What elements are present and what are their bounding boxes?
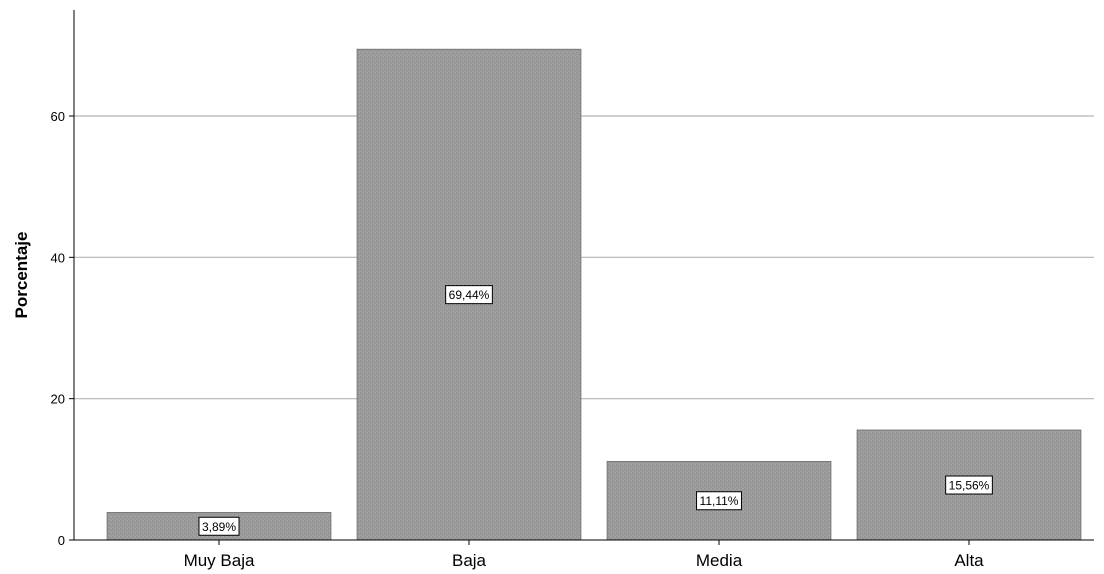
axes [69,10,1094,545]
data-labels: 3,89% 69,44% 11,11% 15,56% [198,285,993,536]
y-tick-label: 40 [51,250,65,265]
data-label: 15,56% [945,475,993,495]
data-label-text: 15,56% [949,479,990,493]
y-tick-label: 0 [58,533,65,548]
bars [106,48,1082,541]
data-label-box [198,516,240,536]
data-label-box [945,475,993,495]
x-category-label: Muy Baja [184,551,255,570]
y-tick-labels: 0 20 40 60 [51,109,65,548]
data-label: 69,44% [445,285,493,305]
x-category-label: Baja [452,551,487,570]
y-tick-label: 60 [51,109,65,124]
x-category-labels: Muy Baja Baja Media Alta [184,551,985,570]
data-label-text: 11,11% [700,494,739,508]
gridlines [74,115,1094,400]
data-label-box [696,491,742,511]
y-tick-label: 20 [51,392,65,407]
y-axis-title: Porcentaje [12,232,31,319]
data-label-box [445,285,493,305]
data-label-text: 3,89% [202,520,236,534]
data-label: 3,89% [198,516,240,536]
x-category-label: Alta [954,551,984,570]
data-label: 11,11% [696,491,742,511]
data-label-text: 69,44% [449,288,490,302]
x-category-label: Media [696,551,743,570]
